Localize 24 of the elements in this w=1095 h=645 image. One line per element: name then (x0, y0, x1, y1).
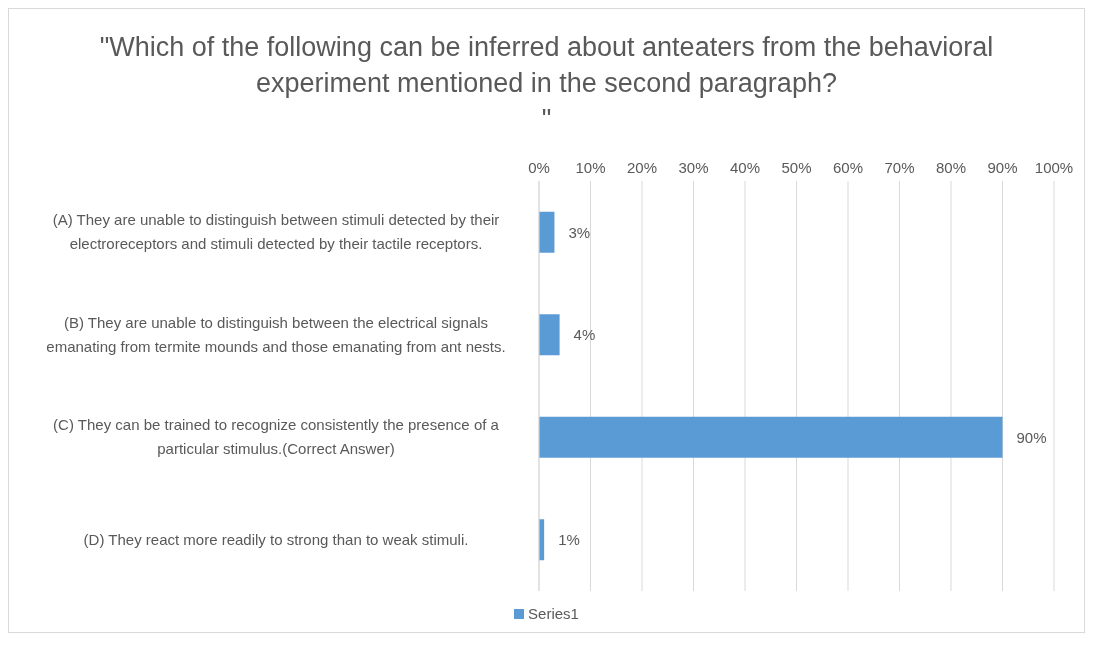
x-tick-label: 0% (528, 159, 550, 176)
data-label: 1% (558, 531, 580, 549)
y-tick-label: (C) They can be trained to recognize consistently the presence of a particular stimulus.(Correct Answer) (52, 415, 500, 460)
x-tick-label: 100% (1034, 159, 1074, 176)
x-tick-label: 30% (678, 159, 709, 176)
y-tick-label: (B) They are unable to distinguish between the electrical signals emanating from termite mounds and those emanating from ant nests. (45, 312, 507, 357)
x-tick-label: 40% (729, 159, 761, 176)
x-tick-label: 20% (626, 159, 658, 176)
bar (539, 211, 555, 253)
data-label: 90% (1016, 428, 1047, 446)
x-tick-label: 80% (935, 159, 967, 176)
bar (539, 314, 560, 356)
bar (539, 416, 1003, 458)
data-label: 4% (573, 326, 596, 344)
x-tick-label: 90% (987, 159, 1018, 176)
y-tick-label: (D) They react more readily to strong than to weak stimuli. (82, 529, 470, 550)
x-tick-label: 60% (832, 159, 864, 176)
legend-label: Series1 (527, 605, 579, 622)
y-tick-label: (A) They are unable to distinguish between stimuli detected by their electroreceptors and stimuli detected by their tactile receptors. (51, 210, 501, 255)
x-tick-label: 10% (575, 159, 606, 176)
x-tick-label: 50% (781, 159, 812, 176)
data-label: 3% (568, 223, 591, 241)
x-tick-label: 70% (884, 159, 915, 176)
chart-title: "Which of the following can be inferred about anteaters from the behavioral experiment mentioned in the second paragraph? " (98, 31, 995, 136)
